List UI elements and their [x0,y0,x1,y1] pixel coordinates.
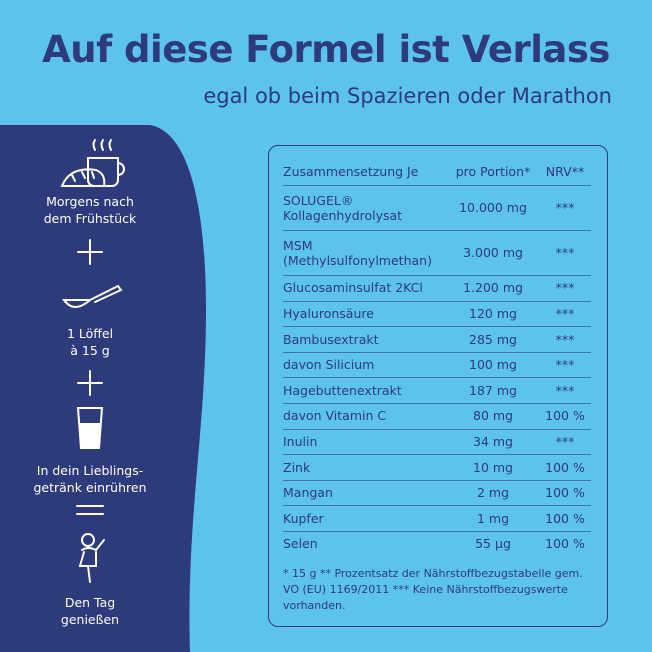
ingredient-name: (Methylsulfonylmethan) [283,252,432,268]
ingredient-name: Mangan [283,485,333,501]
row-separator [283,403,591,404]
step-label: dem Frühstück [43,211,137,226]
ingredient-name: Bambusextrakt [283,331,379,347]
icons [60,139,125,583]
amount: 80 mg [473,408,513,424]
nrv: 100 % [545,536,585,552]
title: Auf diese Formel ist Verlass [42,28,610,71]
side-panel [0,125,206,652]
ingredient-name: Selen [283,536,318,552]
ingredient-name: Zink [283,459,311,475]
amount: 1.200 mg [463,280,523,296]
nrv: *** [555,382,575,398]
row-separator [283,230,591,231]
nrv: *** [555,433,575,449]
row-separator [283,300,591,302]
nrv: 100 % [545,485,585,501]
nrv: 100 % [545,408,585,424]
ingredient-name: davon Silicium [283,357,375,373]
amount: 1 mg [476,510,510,526]
ingredient-name: davon Vitamin C [283,408,387,424]
table-frame [268,145,608,627]
nrv: *** [555,331,575,347]
amount: 100 mg [469,357,517,373]
ingredient-name: Hagebuttenextrakt [283,382,402,398]
step-label: à 15 g [70,343,110,358]
row-separator [283,479,591,481]
nrv: *** [555,245,575,260]
nrv: *** [555,357,575,373]
amount: 34 mg [473,433,513,449]
row-separator [283,377,591,379]
footnote: * 15 g ** Prozentsatz der Nährstoffbezug… [283,567,583,580]
row-separator [283,185,591,186]
step-label: genießen [60,612,120,627]
nrv: 100 % [545,510,585,526]
ingredient-name: Hyaluronsäure [283,305,374,321]
nrv: *** [555,280,575,296]
column-header: Zusammensetzung Je [283,164,419,179]
ingredient-name: Glucosaminsulfat 2KCl [283,280,423,296]
step-label: Morgens nach [46,194,134,209]
amount: 187 mg [469,382,517,398]
step-label: getränk einrühren [33,480,147,495]
nrv: *** [555,200,575,215]
row-separator [283,326,591,328]
ingredient-name: Kupfer [283,510,324,526]
row-separator [283,531,591,532]
row-separator [283,454,591,456]
subtitle: egal ob beim Spazieren oder Marathon [203,84,612,108]
ingredient-name: Inulin [283,433,318,449]
ingredient-name: MSM [283,237,313,253]
ingredient-name: SOLUGEL® [283,192,354,208]
row-separator [283,505,591,507]
column-header: NRV** [545,164,585,179]
row-separator [283,428,591,430]
column-header: pro Portion* [455,164,531,179]
amount: 55 µg [475,536,511,552]
step-label: Den Tag [64,595,116,610]
amount: 285 mg [469,331,517,347]
ingredient-name: Kollagenhydrolysat [283,207,403,223]
nrv: 100 % [545,459,585,475]
amount: 120 mg [469,305,517,321]
row-separator [283,275,591,276]
amount: 2 mg [476,485,510,501]
footnote: VO (EU) 1169/2011 *** Keine Nährstoffbez… [283,583,568,596]
nrv: *** [555,305,575,321]
step-label: 1 Löffel [66,326,114,341]
step-label: In dein Lieblings- [36,463,144,478]
amount: 10 mg [473,459,513,475]
amount: 10.000 mg [459,200,527,215]
footnote: vorhanden. [283,599,346,612]
row-separator [283,351,591,353]
amount: 3.000 mg [463,245,523,260]
